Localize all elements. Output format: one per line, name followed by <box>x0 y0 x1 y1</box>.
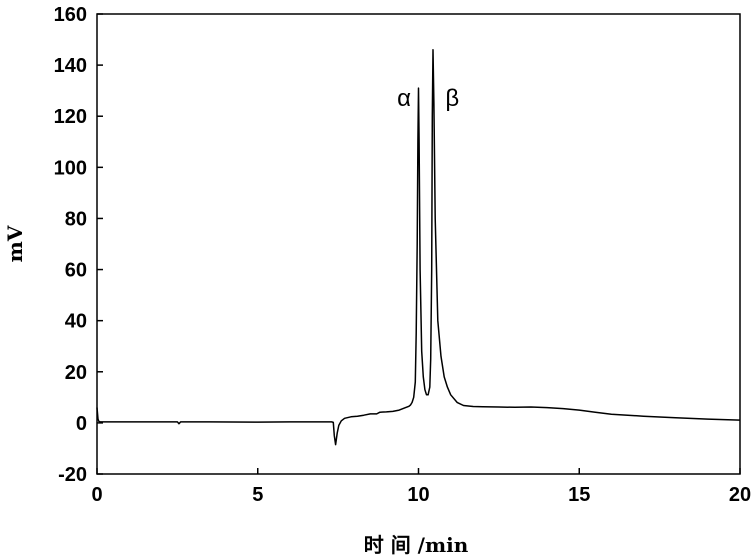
peak-annotations: αβ <box>397 85 459 112</box>
y-tick-label: 20 <box>65 362 87 384</box>
x-tick-label: 5 <box>252 484 263 506</box>
x-tick-label: 0 <box>91 484 102 506</box>
y-axis-title: mV <box>3 225 27 262</box>
x-tick-label: 15 <box>568 484 590 506</box>
y-tick-label: 140 <box>54 55 87 77</box>
peak-label: α <box>397 85 411 112</box>
plot-frame <box>97 14 740 474</box>
chromatogram-line <box>97 50 740 445</box>
y-tick-label: 40 <box>65 311 87 333</box>
y-axis: -20 0 20 40 60 80 100 120 140 160 <box>54 4 103 486</box>
y-tick-label: 80 <box>65 208 87 230</box>
peak-label: β <box>445 85 459 112</box>
x-tick-label: 20 <box>729 484 751 506</box>
y-tick-label: 120 <box>54 106 87 128</box>
y-tick-label: 160 <box>54 4 87 26</box>
y-tick-label: 0 <box>76 413 87 435</box>
y-tick-label: -20 <box>58 464 87 486</box>
y-tick-label: 60 <box>65 260 87 282</box>
y-tick-label: 100 <box>54 157 87 179</box>
x-tick-label: 10 <box>407 484 429 506</box>
x-axis-title: 时 间 /min <box>364 533 469 557</box>
